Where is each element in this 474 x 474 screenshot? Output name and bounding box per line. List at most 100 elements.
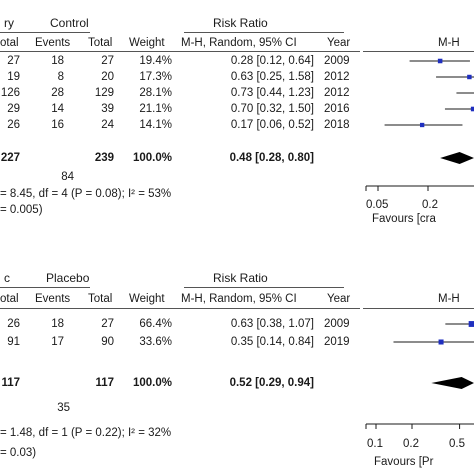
plot-header-divider	[363, 51, 474, 52]
events-b-value: 14	[51, 103, 64, 115]
effect-header: Risk Ratio	[213, 16, 268, 30]
effect-underline	[184, 287, 344, 288]
col-header-events-b: Events	[35, 293, 71, 305]
group-b-underline	[0, 287, 90, 288]
overall-effect-text: = 0.005)	[0, 204, 43, 216]
group-b-header: Control	[50, 16, 89, 30]
overall-effect-text: = 0.03)	[0, 447, 37, 459]
total-events-b: 35	[57, 402, 70, 414]
events-b-value: 28	[51, 87, 64, 99]
events-b-value: 8	[57, 71, 64, 83]
group-a-header: ry	[4, 16, 14, 30]
axis-tick-label: 0.2	[422, 199, 438, 211]
year-value: 2012	[324, 87, 350, 99]
year-value: 2012	[324, 71, 350, 83]
favours-label: Favours [cra	[372, 213, 436, 225]
ci-value: 0.73 [0.44, 1.23]	[230, 87, 314, 99]
axis-tick-label: 0.1	[367, 438, 383, 450]
total-b-value: 39	[101, 103, 114, 115]
study-estimate-marker	[467, 74, 472, 80]
col-header-total-a: otal	[0, 293, 19, 305]
ci-value: 0.17 [0.06, 0.52]	[230, 119, 314, 131]
ci-value: 0.63 [0.25, 1.58]	[230, 71, 314, 83]
group-a-header: c	[4, 271, 10, 285]
total-b-value: 20	[101, 71, 114, 83]
effect-header: Risk Ratio	[213, 271, 268, 285]
total-b-value: 129	[94, 87, 114, 99]
col-header-total-b: Total	[88, 293, 113, 305]
total-a-value: 26	[7, 318, 20, 330]
events-b-value: 17	[51, 336, 64, 348]
weight-value: 28.1%	[139, 87, 172, 99]
total-a-value: 19	[7, 71, 20, 83]
col-header-total-a: otal	[0, 37, 19, 49]
study-estimate-marker	[419, 122, 425, 128]
col-header-total-b: Total	[88, 37, 113, 49]
pooled-estimate-diamond	[440, 152, 474, 164]
col-header-year: Year	[327, 293, 351, 305]
weight-sum: 100.0%	[132, 152, 172, 164]
total-a-value: 126	[0, 87, 20, 99]
heterogeneity-text: = 8.45, df = 4 (P = 0.08); I² = 53%	[0, 188, 172, 200]
events-b-value: 18	[51, 55, 64, 67]
total-b-value: 27	[101, 318, 114, 330]
weight-value: 21.1%	[139, 103, 172, 115]
total-a-sum: 117	[1, 377, 20, 389]
axis-tick-label: 0.2	[403, 438, 419, 450]
ci-value: 0.63 [0.38, 1.07]	[230, 318, 314, 330]
total-a-value: 29	[7, 103, 20, 115]
weight-value: 66.4%	[139, 318, 172, 330]
weight-value: 19.4%	[139, 55, 172, 67]
total-b-value: 24	[101, 119, 114, 131]
study-estimate-marker	[437, 58, 443, 64]
col-header-weight: Weight	[129, 293, 165, 305]
col-header-plot: M-H	[438, 293, 460, 305]
weight-value: 14.1%	[139, 119, 172, 131]
group-b-header: Placebo	[46, 271, 90, 285]
weight-sum: 100.0%	[132, 377, 172, 389]
total-events-b: 84	[61, 171, 74, 183]
plot-header-divider	[363, 308, 474, 309]
group-b-underline	[0, 32, 90, 33]
study-estimate-marker	[470, 106, 474, 112]
effect-underline	[184, 32, 344, 33]
heterogeneity-text: = 1.48, df = 1 (P = 0.22); I² = 32%	[0, 427, 172, 439]
total-b-value: 90	[101, 336, 114, 348]
header-divider	[0, 51, 360, 52]
year-value: 2018	[324, 119, 350, 131]
col-header-weight: Weight	[129, 37, 165, 49]
events-b-value: 16	[51, 119, 64, 131]
pooled-estimate-diamond	[431, 377, 474, 389]
pooled-ci: 0.48 [0.28, 0.80]	[229, 152, 314, 164]
total-a-value: 91	[7, 336, 20, 348]
axis-tick-label: 0.05	[366, 199, 389, 211]
year-value: 2009	[324, 55, 350, 67]
col-header-plot: M-H	[438, 37, 460, 49]
year-value: 2016	[324, 103, 350, 115]
total-b-value: 27	[101, 55, 114, 67]
pooled-ci: 0.52 [0.29, 0.94]	[229, 377, 314, 389]
weight-value: 17.3%	[139, 71, 172, 83]
total-b-sum: 239	[94, 152, 114, 164]
study-estimate-marker	[468, 321, 474, 327]
ci-value: 0.70 [0.32, 1.50]	[230, 103, 314, 115]
col-header-year: Year	[327, 37, 351, 49]
col-header-events-b: Events	[35, 37, 71, 49]
col-header-ci: M-H, Random, 95% CI	[181, 293, 297, 305]
total-a-sum: 227	[0, 152, 20, 164]
col-header-ci: M-H, Random, 95% CI	[181, 37, 297, 49]
header-divider	[0, 308, 360, 309]
ci-value: 0.35 [0.14, 0.84]	[230, 336, 314, 348]
year-value: 2019	[324, 336, 350, 348]
total-a-value: 27	[7, 55, 20, 67]
weight-value: 33.6%	[139, 336, 172, 348]
axis-tick-label: 0.5	[449, 438, 465, 450]
total-b-sum: 117	[95, 377, 114, 389]
favours-label: Favours [Pr	[374, 456, 434, 468]
total-a-value: 26	[7, 119, 20, 131]
study-estimate-marker	[438, 339, 444, 345]
year-value: 2009	[324, 318, 350, 330]
ci-value: 0.28 [0.12, 0.64]	[230, 55, 314, 67]
events-b-value: 18	[51, 318, 64, 330]
